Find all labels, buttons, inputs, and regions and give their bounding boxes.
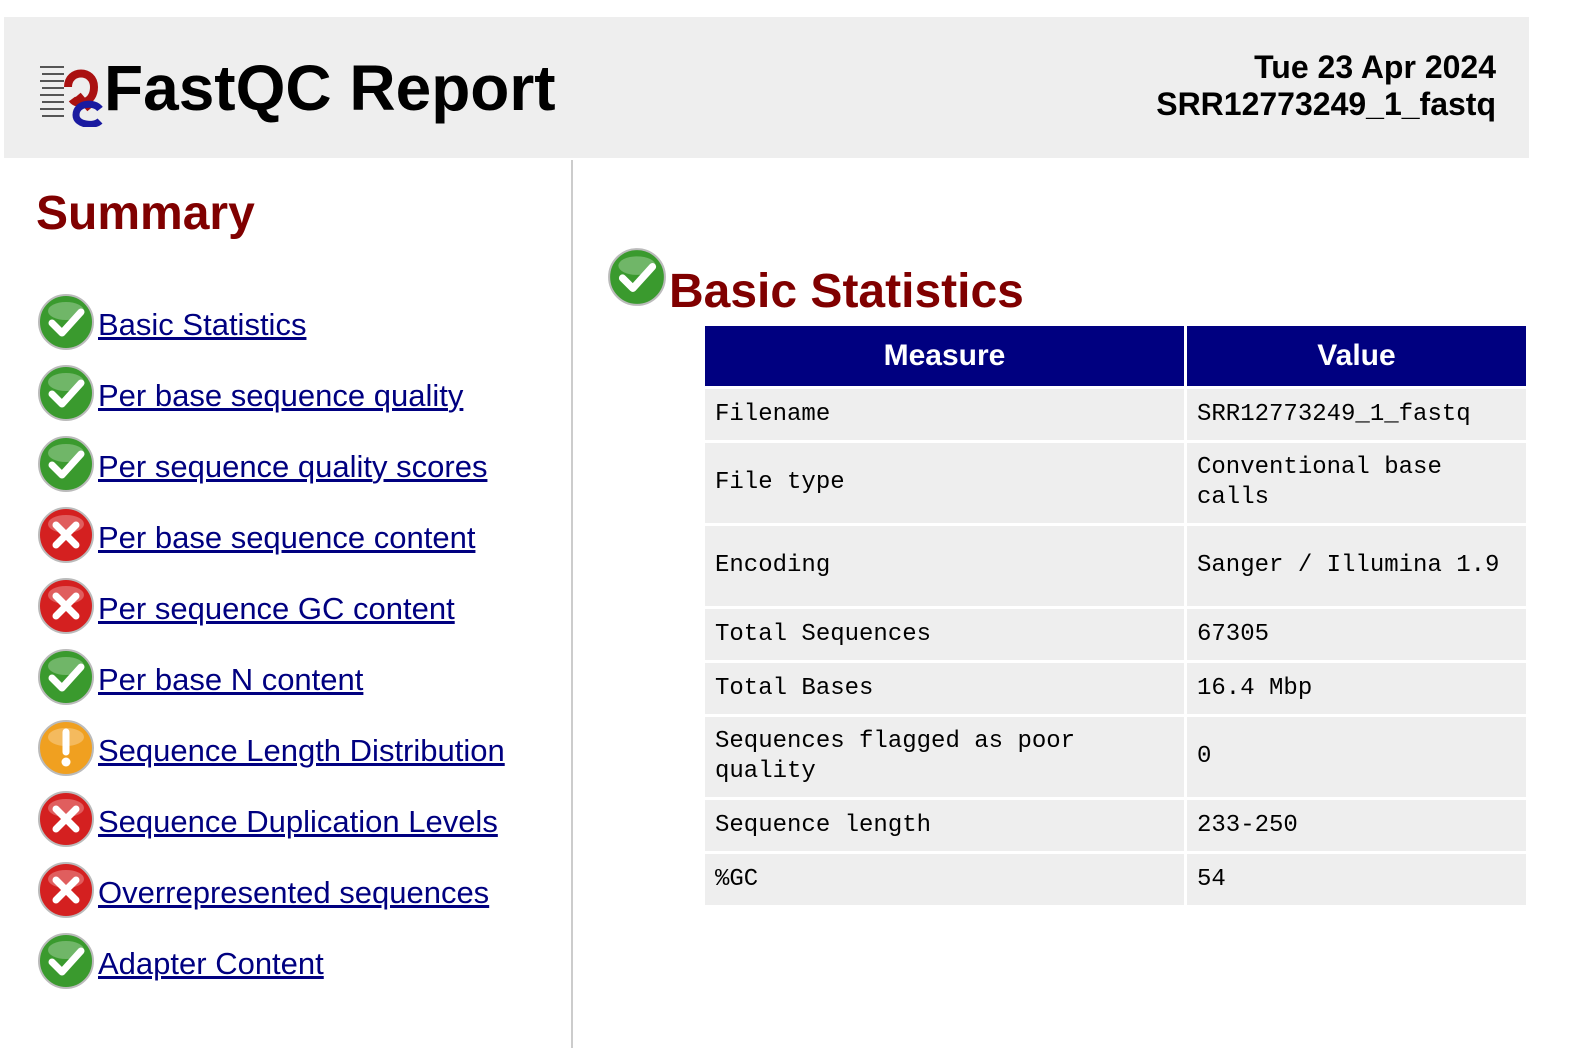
table-row: Sequences flagged as poor quality 0 (705, 717, 1526, 797)
module-title: Basic Statistics (669, 265, 1024, 318)
measure-cell: Total Bases (705, 663, 1184, 714)
measure-cell: File type (705, 443, 1184, 523)
summary-link-sequence-length-distribution[interactable]: Sequence Length Distribution (98, 732, 505, 768)
fail-icon (36, 576, 96, 636)
measure-cell: Sequence length (705, 800, 1184, 851)
value-cell: Sanger / Illumina 1.9 (1187, 526, 1526, 606)
basic-statistics-table: Measure Value Filename SRR12773249_1_fast… (702, 323, 1529, 908)
value-cell: 54 (1187, 854, 1526, 905)
pass-icon (606, 246, 668, 308)
module-panel: Basic Statistics Measure Value Filename S… (576, 160, 1590, 1048)
summary-item-overrepresented-sequences: Overrepresented sequences (36, 854, 505, 925)
summary-item-per-sequence-gc-content: Per sequence GC content (36, 570, 505, 641)
fastqc-logo-icon (40, 66, 103, 127)
value-cell: SRR12773249_1_fastq (1187, 389, 1526, 440)
measure-cell: %GC (705, 854, 1184, 905)
table-header-row: Measure Value (705, 326, 1526, 386)
measure-cell: Sequences flagged as poor quality (705, 717, 1184, 797)
table-row: Sequence length 233-250 (705, 800, 1526, 851)
summary-item-per-base-sequence-content: Per base sequence content (36, 499, 505, 570)
value-column-header: Value (1187, 326, 1526, 386)
table-row: Encoding Sanger / Illumina 1.9 (705, 526, 1526, 606)
summary-link-sequence-duplication-levels[interactable]: Sequence Duplication Levels (98, 803, 498, 839)
summary-item-basic-statistics: Basic Statistics (36, 286, 505, 357)
value-cell: 16.4 Mbp (1187, 663, 1526, 714)
summary-link-adapter-content[interactable]: Adapter Content (98, 945, 324, 981)
report-meta: Tue 23 Apr 2024 SRR12773249_1_fastq (1156, 49, 1496, 123)
summary-title: Summary (36, 187, 255, 240)
measure-cell: Total Sequences (705, 609, 1184, 660)
summary-link-per-sequence-quality-scores[interactable]: Per sequence quality scores (98, 448, 488, 484)
table-row: Total Sequences 67305 (705, 609, 1526, 660)
summary-item-per-base-sequence-quality: Per base sequence quality (36, 357, 505, 428)
pass-icon (36, 931, 96, 991)
pass-icon (36, 363, 96, 423)
table-row: %GC 54 (705, 854, 1526, 905)
pass-icon (36, 292, 96, 352)
pass-icon (36, 647, 96, 707)
fail-icon (36, 789, 96, 849)
summary-item-adapter-content: Adapter Content (36, 925, 505, 996)
value-cell: 233-250 (1187, 800, 1526, 851)
summary-item-per-base-n-content: Per base N content (36, 641, 505, 712)
value-cell: 67305 (1187, 609, 1526, 660)
table-row: Filename SRR12773249_1_fastq (705, 389, 1526, 440)
value-cell: Conventional base calls (1187, 443, 1526, 523)
summary-item-sequence-length-distribution: Sequence Length Distribution (36, 712, 505, 783)
summary-link-per-base-n-content[interactable]: Per base N content (98, 661, 364, 697)
summary-item-per-sequence-quality-scores: Per sequence quality scores (36, 428, 505, 499)
summary-item-sequence-duplication-levels: Sequence Duplication Levels (36, 783, 505, 854)
summary-link-overrepresented-sequences[interactable]: Overrepresented sequences (98, 874, 490, 910)
summary-link-per-base-sequence-quality[interactable]: Per base sequence quality (98, 377, 464, 413)
summary-link-per-sequence-gc-content[interactable]: Per sequence GC content (98, 590, 455, 626)
warn-icon (36, 718, 96, 778)
report-title: FastQC Report (104, 52, 556, 124)
fail-icon (36, 860, 96, 920)
summary-link-per-base-sequence-content[interactable]: Per base sequence content (98, 519, 476, 555)
summary-link-basic-statistics[interactable]: Basic Statistics (98, 306, 307, 342)
summary-list: Basic Statistics Per base sequence qualit… (36, 286, 505, 996)
table-row: Total Bases 16.4 Mbp (705, 663, 1526, 714)
pass-icon (36, 434, 96, 494)
measure-column-header: Measure (705, 326, 1184, 386)
measure-cell: Filename (705, 389, 1184, 440)
measure-cell: Encoding (705, 526, 1184, 606)
report-filename: SRR12773249_1_fastq (1156, 86, 1496, 122)
fail-icon (36, 505, 96, 565)
report-header: FastQC Report Tue 23 Apr 2024 SRR1277324… (4, 17, 1529, 158)
value-cell: 0 (1187, 717, 1526, 797)
summary-panel: Summary Basic Statistics Per base sequenc… (0, 160, 573, 1048)
report-date: Tue 23 Apr 2024 (1254, 49, 1496, 85)
table-row: File type Conventional base calls (705, 443, 1526, 523)
